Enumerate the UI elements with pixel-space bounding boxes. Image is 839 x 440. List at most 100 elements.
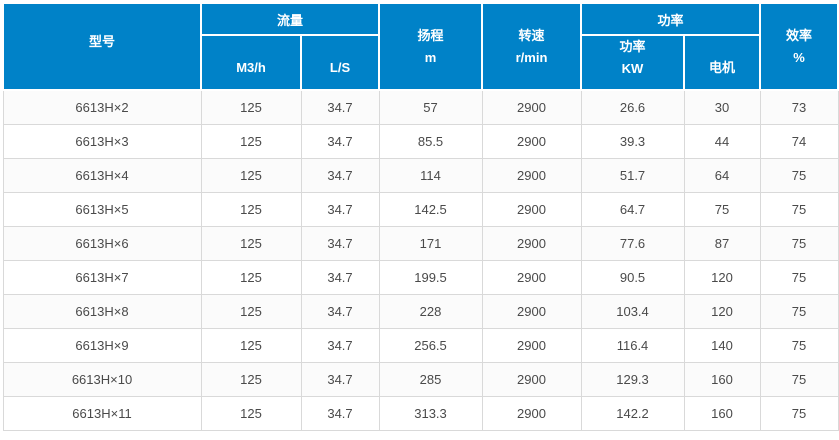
col-header-speed-label: 转速 xyxy=(518,27,545,43)
cell-model: 6613H×7 xyxy=(2,259,202,295)
cell-model: 6613H×11 xyxy=(2,395,202,431)
cell-flow-m3h: 125 xyxy=(200,395,302,431)
table-row: 6613H×11 125 34.7 313.3 2900 142.2 160 75 xyxy=(2,395,839,431)
cell-flow-m3h: 125 xyxy=(200,89,302,125)
col-header-speed-unit: r/min xyxy=(515,49,548,65)
cell-flow-ls: 34.7 xyxy=(300,361,380,397)
cell-flow-m3h: 125 xyxy=(200,123,302,159)
table-row: 6613H×5 125 34.7 142.5 2900 64.7 75 75 xyxy=(2,191,839,227)
col-header-efficiency-unit: % xyxy=(793,49,805,65)
col-header-power-kw-label: 功率 xyxy=(619,39,646,54)
cell-motor: 160 xyxy=(683,361,761,397)
cell-speed-rpm: 2900 xyxy=(481,157,582,193)
col-header-head-unit: m xyxy=(424,49,437,65)
cell-speed-rpm: 2900 xyxy=(481,89,582,125)
cell-flow-m3h: 125 xyxy=(200,259,302,295)
cell-flow-m3h: 125 xyxy=(200,293,302,329)
col-header-power-kw: 功率 KW xyxy=(580,34,686,91)
cell-speed-rpm: 2900 xyxy=(481,191,582,227)
cell-motor: 44 xyxy=(683,123,761,159)
cell-power-kw: 26.6 xyxy=(580,89,685,125)
cell-efficiency: 75 xyxy=(759,225,839,261)
cell-flow-ls: 34.7 xyxy=(300,191,380,227)
table-row: 6613H×10 125 34.7 285 2900 129.3 160 75 xyxy=(2,361,839,397)
col-header-power-group-label: 功率 xyxy=(657,12,684,28)
cell-speed-rpm: 2900 xyxy=(481,361,582,397)
cell-power-kw: 129.3 xyxy=(580,361,685,397)
pump-spec-table-container: 型号 流量 扬程 m 转速 r/min 功率 效率 % xyxy=(2,2,839,431)
cell-flow-ls: 34.7 xyxy=(300,293,380,329)
cell-head-m: 285 xyxy=(378,361,483,397)
col-header-efficiency: 效率 % xyxy=(759,2,839,91)
cell-flow-ls: 34.7 xyxy=(300,259,380,295)
cell-motor: 160 xyxy=(683,395,761,431)
cell-motor: 140 xyxy=(683,327,761,363)
cell-flow-ls: 34.7 xyxy=(300,157,380,193)
cell-efficiency: 75 xyxy=(759,191,839,227)
cell-flow-ls: 34.7 xyxy=(300,327,380,363)
cell-power-kw: 116.4 xyxy=(580,327,685,363)
col-header-flow-ls: L/S xyxy=(299,34,381,91)
cell-efficiency: 75 xyxy=(759,259,839,295)
cell-motor: 75 xyxy=(683,191,761,227)
col-header-flow-m3h-label: M3/h xyxy=(236,60,266,75)
cell-speed-rpm: 2900 xyxy=(481,327,582,363)
col-header-speed: 转速 r/min xyxy=(481,2,583,91)
cell-speed-rpm: 2900 xyxy=(481,293,582,329)
cell-efficiency: 73 xyxy=(759,89,839,125)
cell-power-kw: 103.4 xyxy=(580,293,685,329)
table-row: 6613H×8 125 34.7 228 2900 103.4 120 75 xyxy=(2,293,839,329)
col-header-flow-m3h: M3/h xyxy=(200,34,302,91)
cell-flow-ls: 34.7 xyxy=(300,225,380,261)
cell-model: 6613H×3 xyxy=(2,123,202,159)
cell-head-m: 171 xyxy=(378,225,483,261)
cell-model: 6613H×4 xyxy=(2,157,202,193)
table-header: 型号 流量 扬程 m 转速 r/min 功率 效率 % xyxy=(2,2,839,91)
col-header-motor: 电机 xyxy=(683,34,762,91)
cell-head-m: 85.5 xyxy=(378,123,483,159)
cell-model: 6613H×5 xyxy=(2,191,202,227)
table-row: 6613H×9 125 34.7 256.5 2900 116.4 140 75 xyxy=(2,327,839,363)
cell-speed-rpm: 2900 xyxy=(481,123,582,159)
cell-head-m: 256.5 xyxy=(378,327,483,363)
col-header-model-label: 型号 xyxy=(88,33,115,49)
cell-head-m: 57 xyxy=(378,89,483,125)
table-row: 6613H×3 125 34.7 85.5 2900 39.3 44 74 xyxy=(2,123,839,159)
table-body: 6613H×2 125 34.7 57 2900 26.6 30 73 6613H×3 125 34… xyxy=(2,89,839,431)
cell-efficiency: 74 xyxy=(759,123,839,159)
cell-speed-rpm: 2900 xyxy=(481,259,582,295)
cell-flow-m3h: 125 xyxy=(200,225,302,261)
col-header-head: 扬程 m xyxy=(378,2,484,91)
table-row: 6613H×4 125 34.7 114 2900 51.7 64 75 xyxy=(2,157,839,193)
table-row: 6613H×7 125 34.7 199.5 2900 90.5 120 75 xyxy=(2,259,839,295)
cell-head-m: 313.3 xyxy=(378,395,483,431)
cell-power-kw: 77.6 xyxy=(580,225,685,261)
cell-head-m: 199.5 xyxy=(378,259,483,295)
col-header-power-kw-unit: KW xyxy=(621,61,644,76)
col-header-head-label: 扬程 xyxy=(417,27,444,43)
cell-speed-rpm: 2900 xyxy=(481,395,582,431)
cell-power-kw: 90.5 xyxy=(580,259,685,295)
cell-head-m: 142.5 xyxy=(378,191,483,227)
cell-model: 6613H×8 xyxy=(2,293,202,329)
cell-power-kw: 64.7 xyxy=(580,191,685,227)
cell-flow-m3h: 125 xyxy=(200,191,302,227)
col-header-motor-label: 电机 xyxy=(709,60,736,75)
table-row: 6613H×6 125 34.7 171 2900 77.6 87 75 xyxy=(2,225,839,261)
cell-power-kw: 142.2 xyxy=(580,395,685,431)
pump-spec-table: 型号 流量 扬程 m 转速 r/min 功率 效率 % xyxy=(2,2,839,431)
cell-efficiency: 75 xyxy=(759,327,839,363)
cell-flow-m3h: 125 xyxy=(200,327,302,363)
cell-motor: 120 xyxy=(683,259,761,295)
col-header-flow-group-label: 流量 xyxy=(277,12,304,28)
col-header-model: 型号 xyxy=(2,2,202,91)
cell-speed-rpm: 2900 xyxy=(481,225,582,261)
cell-motor: 120 xyxy=(683,293,761,329)
cell-motor: 87 xyxy=(683,225,761,261)
col-header-power-group: 功率 xyxy=(580,2,762,36)
cell-head-m: 228 xyxy=(378,293,483,329)
cell-power-kw: 51.7 xyxy=(580,157,685,193)
cell-head-m: 114 xyxy=(378,157,483,193)
cell-motor: 30 xyxy=(683,89,761,125)
col-header-flow-ls-label: L/S xyxy=(329,60,351,75)
